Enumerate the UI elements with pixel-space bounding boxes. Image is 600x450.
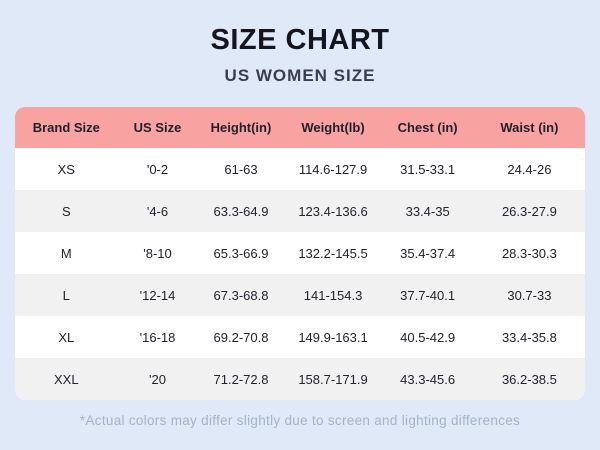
page-subtitle: US WOMEN SIZE [224, 66, 376, 85]
table-cell: 26.3-27.9 [501, 203, 557, 219]
table-cell: 69.2-70.8 [213, 329, 269, 345]
table-cell: XXL [54, 371, 79, 387]
column-header: Height(in) [210, 120, 272, 135]
table-cell: 40.5-42.9 [400, 329, 456, 345]
table-row: XL '16-18 69.2-70.8 149.9-163.1 40.5-42.9 33.… [15, 316, 585, 358]
table-cell: 123.4-136.6 [298, 203, 368, 219]
size-chart-table: Brand Size US Size Height(in) Weight(lb) Che… [15, 107, 585, 400]
table-cell: S [61, 203, 71, 219]
table-cell: M [60, 245, 72, 261]
table-row: XS '0-2 61-63 114.6-127.9 31.5-33.1 24.4-26 [15, 148, 585, 190]
table-cell: 65.3-66.9 [213, 245, 269, 261]
table-cell: '0-2 [146, 161, 169, 177]
table-cell: 67.3-68.8 [213, 287, 269, 303]
footnote-text: *Actual colors may differ slightly due t… [79, 413, 521, 428]
table-header-row: Brand Size US Size Height(in) Weight(lb) Che… [15, 107, 585, 148]
table-cell: XS [57, 161, 75, 177]
table-cell: 24.4-26 [507, 161, 552, 177]
table-cell: 35.4-37.4 [400, 245, 456, 261]
column-header: Waist (in) [500, 120, 559, 135]
table-cell: 71.2-72.8 [213, 371, 269, 387]
table-row: S '4-6 63.3-64.9 123.4-136.6 33.4-35 26.3-27.… [15, 190, 585, 232]
table-body: XS '0-2 61-63 114.6-127.9 31.5-33.1 24.4-26 S '… [15, 148, 585, 400]
column-header: Brand Size [32, 120, 100, 135]
table-cell: 31.5-33.1 [400, 161, 456, 177]
column-header: US Size [133, 120, 182, 135]
table-cell: 141-154.3 [303, 287, 363, 303]
table-cell: 33.4-35 [405, 203, 450, 219]
table-cell: L [62, 287, 70, 303]
table-cell: XL [58, 329, 75, 345]
table-cell: 36.2-38.5 [501, 371, 557, 387]
table-cell: 61-63 [224, 161, 258, 177]
column-header: Chest (in) [397, 120, 458, 135]
table-cell: 43.3-45.6 [400, 371, 456, 387]
table-row: XXL '20 71.2-72.8 158.7-171.9 43.3-45.6 36.2-… [15, 358, 585, 400]
table-cell: 33.4-35.8 [501, 329, 557, 345]
table-cell: 63.3-64.9 [213, 203, 269, 219]
table-cell: 30.7-33 [507, 287, 552, 303]
table-cell: '16-18 [139, 329, 176, 345]
page-title: SIZE CHART [210, 24, 390, 56]
table-cell: '4-6 [146, 203, 169, 219]
table-cell: 132.2-145.5 [298, 245, 368, 261]
table-cell: '12-14 [139, 287, 176, 303]
table-cell: '8-10 [143, 245, 172, 261]
table-cell: 28.3-30.3 [501, 245, 557, 261]
table-cell: 149.9-163.1 [298, 329, 368, 345]
table-cell: 158.7-171.9 [298, 371, 368, 387]
table-cell: '20 [149, 371, 166, 387]
table-row: M '8-10 65.3-66.9 132.2-145.5 35.4-37.4 28.3-… [15, 232, 585, 274]
table-cell: 37.7-40.1 [400, 287, 456, 303]
table-cell: 114.6-127.9 [298, 161, 368, 177]
table-header: Brand Size US Size Height(in) Weight(lb) Che… [15, 107, 585, 148]
table-row: L '12-14 67.3-68.8 141-154.3 37.7-40.1 30.7-3… [15, 274, 585, 316]
column-header: Weight(lb) [301, 120, 365, 135]
